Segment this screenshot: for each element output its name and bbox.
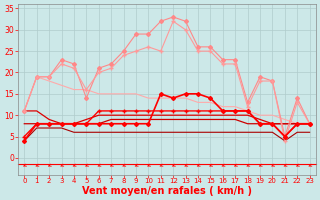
X-axis label: Vent moyen/en rafales ( km/h ): Vent moyen/en rafales ( km/h ) [82, 186, 252, 196]
